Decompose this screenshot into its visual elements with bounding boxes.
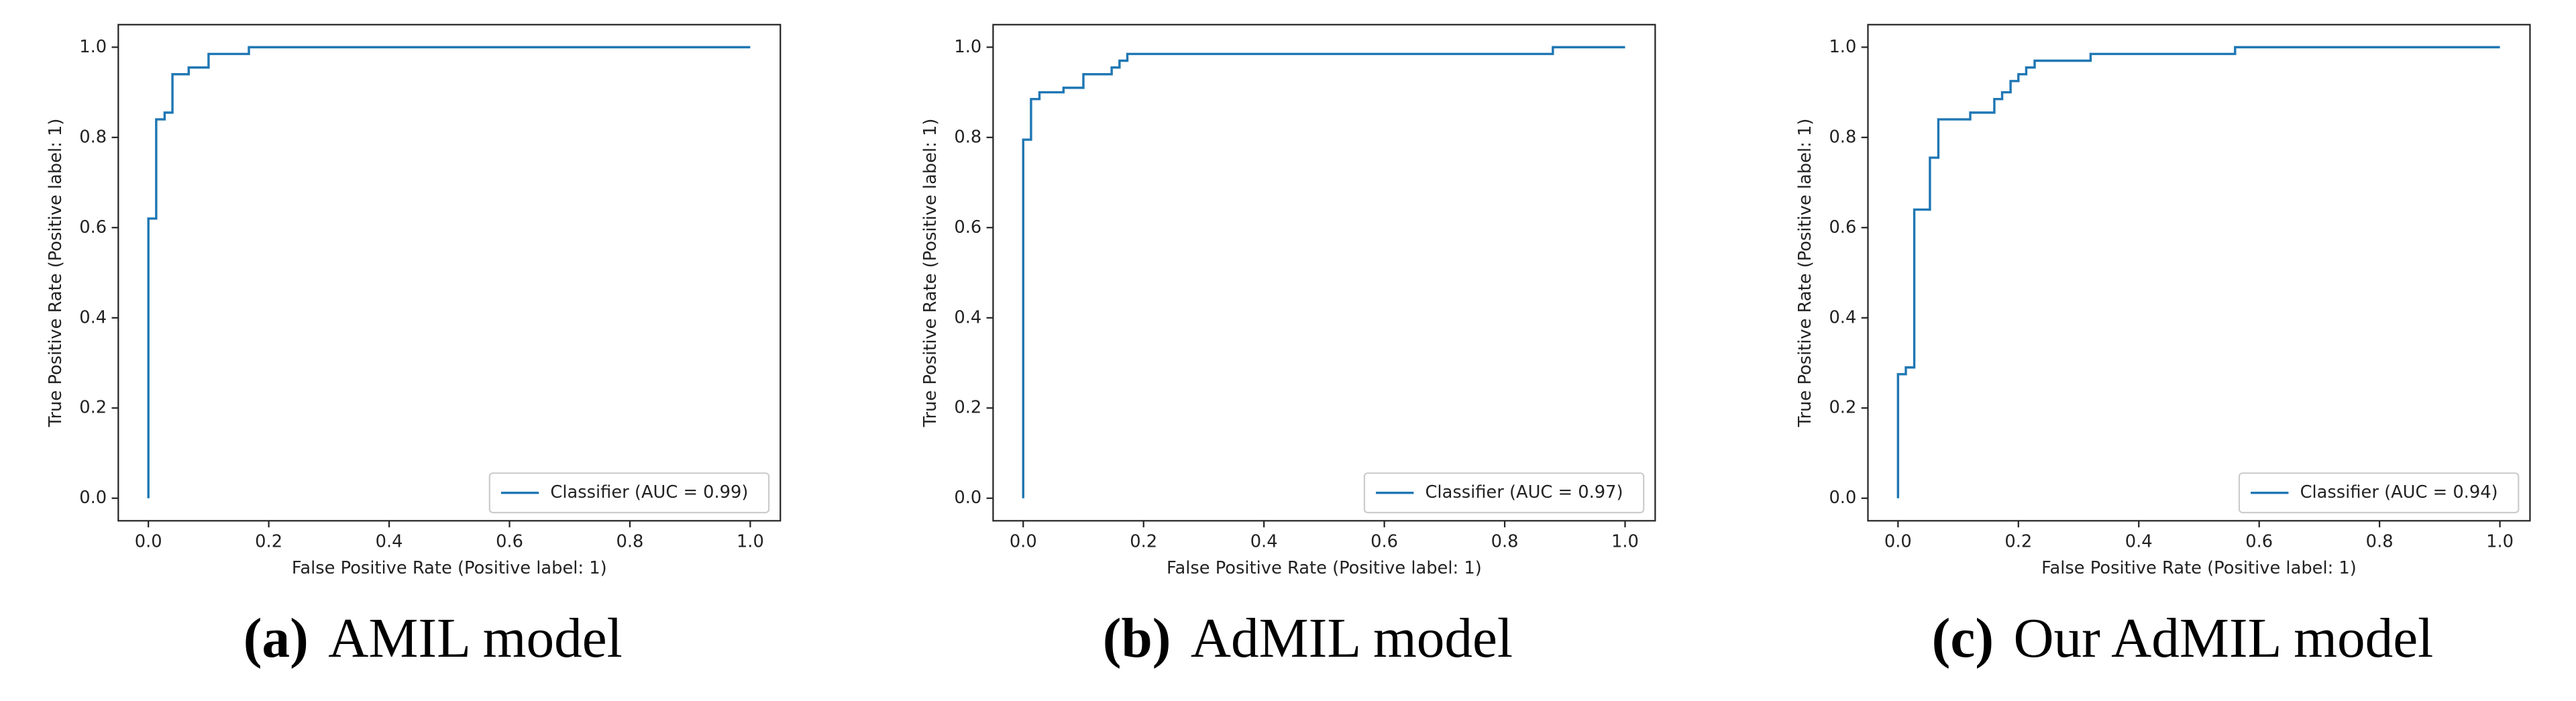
roc-line — [1022, 46, 1625, 498]
chart: 0.0 0.2 0.4 0.6 0.8 1.0 0.0 0.2 0.4 0.6 0.8 1.0 Fals… — [920, 23, 1656, 669]
x-axis-label: False Positive Rate (Positive label: 1) — [1167, 558, 1482, 578]
y-tick-label: 1.0 — [79, 37, 107, 57]
x-tick-label: 0.6 — [1371, 532, 1398, 552]
x-tick-label: 1.0 — [737, 532, 764, 552]
y-tick-label: 0.6 — [954, 217, 981, 237]
y-tick-label: 0.2 — [954, 398, 981, 418]
legend-box — [488, 472, 770, 514]
x-tick-label: 0.8 — [1491, 532, 1519, 552]
caption-label: (a) — [244, 608, 309, 669]
y-tick-label: 1.0 — [954, 37, 981, 57]
y-tick-label: 0.4 — [79, 307, 107, 327]
caption-text: AdMIL model — [1191, 608, 1513, 669]
legend-box — [2238, 472, 2520, 514]
x-tick-label: 0.4 — [1250, 532, 1278, 552]
x-tick-label: 1.0 — [1611, 532, 1639, 552]
chart: 0.0 0.2 0.4 0.6 0.8 1.0 0.0 0.2 0.4 0.6 0.8 1.0 Fals… — [46, 23, 782, 669]
y-tick-label: 0.8 — [79, 127, 107, 147]
x-axis-label: False Positive Rate (Positive label: 1) — [2041, 558, 2357, 578]
roc-line — [147, 46, 751, 498]
caption: (b) AdMIL model — [1103, 608, 1513, 669]
y-tick-label: 0.4 — [1829, 307, 1856, 327]
x-tick-label: 0.6 — [2245, 532, 2273, 552]
caption: (a) AMIL model — [244, 608, 623, 669]
y-tick-label: 0.2 — [79, 398, 107, 418]
plot-frame — [992, 23, 1656, 522]
y-tick-label: 0.8 — [954, 127, 981, 147]
y-axis-label: True Positive Rate (Positive label: 1) — [46, 119, 66, 428]
chart: 0.0 0.2 0.4 0.6 0.8 1.0 0.0 0.2 0.4 0.6 0.8 1.0 Fals… — [1795, 23, 2531, 669]
roc-line — [1896, 46, 2500, 498]
y-tick-label: 0.0 — [954, 488, 981, 508]
legend-box — [1363, 472, 1645, 514]
x-tick-label: 0.8 — [2366, 532, 2394, 552]
caption-label: (c) — [1932, 608, 1994, 669]
x-tick-label: 0.6 — [496, 532, 523, 552]
caption-label: (b) — [1103, 608, 1171, 669]
y-tick-label: 0.0 — [79, 488, 107, 508]
y-tick-label: 0.6 — [79, 217, 107, 237]
caption-text: AMIL model — [328, 608, 623, 669]
y-tick-label: 0.4 — [954, 307, 981, 327]
legend-label: Classifier (AUC = 0.99) — [550, 482, 748, 502]
x-tick-label: 0.0 — [1010, 532, 1037, 552]
legend-label: Classifier (AUC = 0.94) — [2300, 482, 2498, 502]
caption-text: Our AdMIL model — [2013, 608, 2433, 669]
x-tick-label: 0.2 — [1130, 532, 1157, 552]
y-tick-label: 0.8 — [1829, 127, 1856, 147]
y-tick-label: 1.0 — [1829, 37, 1856, 57]
x-tick-label: 0.2 — [2004, 532, 2032, 552]
plot-frame — [117, 23, 782, 522]
caption: (c) Our AdMIL model — [1932, 608, 2434, 669]
x-tick-label: 0.4 — [376, 532, 403, 552]
x-tick-label: 0.4 — [2125, 532, 2153, 552]
y-tick-label: 0.0 — [1829, 488, 1856, 508]
x-tick-label: 0.0 — [135, 532, 162, 552]
legend-label: Classifier (AUC = 0.97) — [1425, 482, 1623, 502]
y-tick-label: 0.2 — [1829, 398, 1856, 418]
y-axis-label: True Positive Rate (Positive label: 1) — [920, 119, 941, 428]
y-tick-label: 0.6 — [1829, 217, 1856, 237]
x-tick-label: 0.8 — [616, 532, 644, 552]
x-tick-label: 0.2 — [255, 532, 282, 552]
x-tick-label: 1.0 — [2486, 532, 2514, 552]
plot-frame — [1867, 23, 2531, 522]
x-axis-label: False Positive Rate (Positive label: 1) — [292, 558, 607, 578]
x-tick-label: 0.0 — [1884, 532, 1912, 552]
y-axis-label: True Positive Rate (Positive label: 1) — [1795, 119, 1815, 428]
